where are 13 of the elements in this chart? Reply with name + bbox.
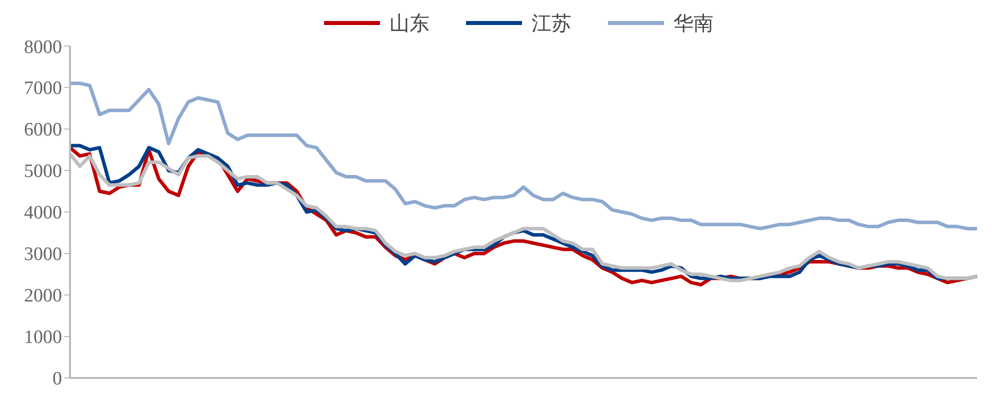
y-tick-label: 4000 — [24, 202, 62, 224]
legend-label: 山东 — [390, 12, 430, 36]
legend-label: 华南 — [674, 12, 714, 36]
y-tick-label: 0 — [52, 368, 62, 390]
y-tick-label: 6000 — [24, 120, 62, 141]
y-tick-label: 1000 — [24, 327, 62, 348]
y-tick-label: 5000 — [24, 161, 62, 182]
y-tick-label: 8000 — [24, 36, 62, 58]
y-tick-label: 2000 — [24, 286, 62, 307]
legend-label: 江苏 — [532, 12, 572, 36]
y-tick-label: 7000 — [24, 78, 62, 100]
line-series — [68, 82, 979, 230]
y-tick-label: 3000 — [24, 244, 62, 266]
